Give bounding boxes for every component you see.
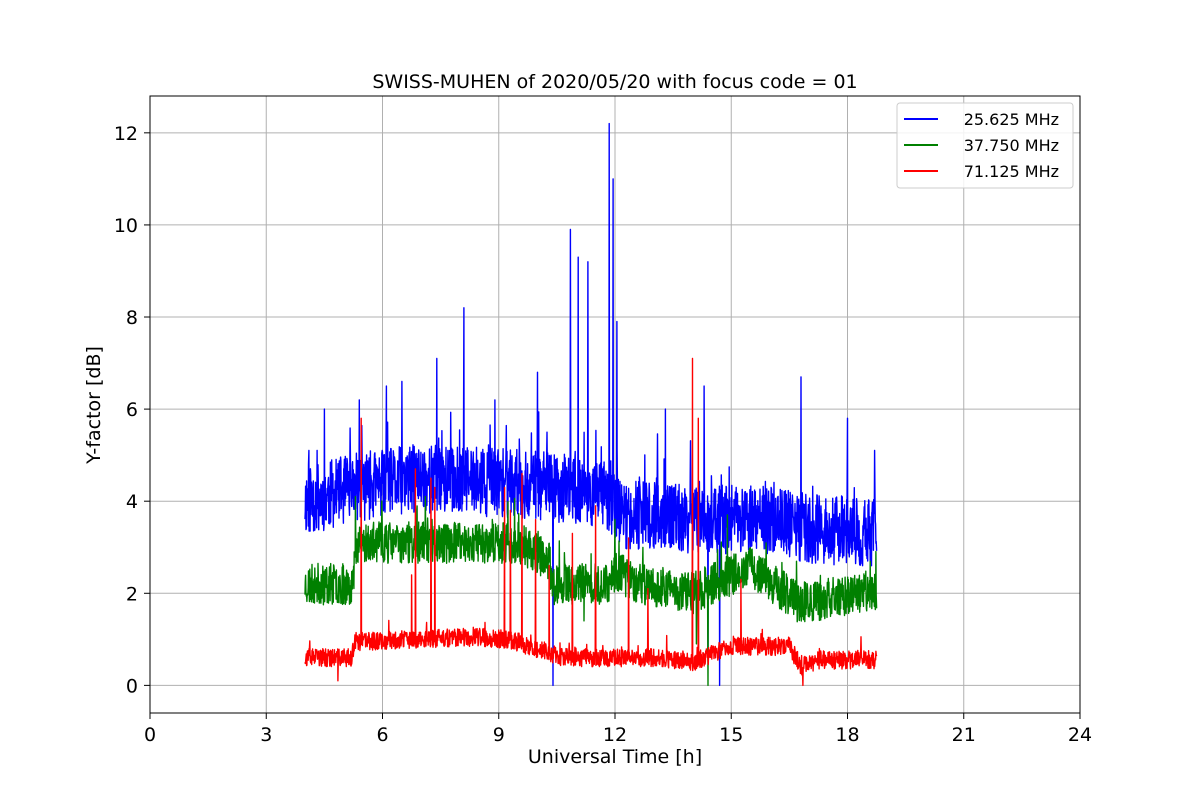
legend-box: [896, 102, 1074, 189]
y-tick-label: 12: [114, 123, 138, 145]
y-tick-label: 8: [126, 307, 138, 329]
x-tick-label: 6: [376, 724, 388, 746]
x-tick-label: 24: [1068, 724, 1092, 746]
legend-label: 25.625 MHz: [964, 110, 1059, 129]
x-tick-label: 12: [603, 724, 627, 746]
y-tick-label: 4: [126, 491, 138, 513]
x-tick-label: 3: [260, 724, 272, 746]
series-group: [304, 122, 878, 687]
y-tick-label: 6: [126, 399, 138, 421]
x-tick-label: 21: [952, 724, 976, 746]
x-tick-label: 9: [493, 724, 505, 746]
x-tick-label: 0: [144, 724, 156, 746]
series-line-0: [304, 122, 878, 687]
x-tick-label: 15: [719, 724, 743, 746]
x-axis-label: Universal Time [h]: [528, 746, 702, 768]
series-line-2: [304, 357, 878, 687]
y-axis-label: Y-factor [dB]: [83, 346, 105, 465]
legend: 25.625 MHz 37.750 MHz 71.125 MHz: [896, 102, 1074, 189]
y-tick-label: 10: [114, 215, 138, 237]
y-tick-label: 0: [126, 675, 138, 697]
series-line-1: [304, 495, 878, 687]
legend-label: 71.125 MHz: [964, 162, 1059, 181]
y-tick-label: 2: [126, 583, 138, 605]
chart-title: SWISS-MUHEN of 2020/05/20 with focus cod…: [372, 71, 857, 93]
legend-label: 37.750 MHz: [964, 136, 1059, 155]
x-tick-label: 18: [835, 724, 859, 746]
